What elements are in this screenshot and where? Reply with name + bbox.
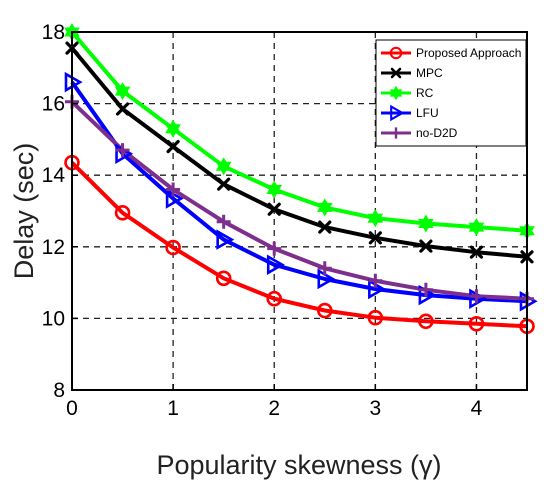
point-rc-7-down [418, 219, 434, 233]
point-mpc-7 [419, 239, 433, 253]
y-tick-label-8: 8 [53, 379, 65, 402]
point-proposed-approach-2 [165, 239, 181, 256]
legend-marker-rc [389, 85, 403, 101]
point-proposed-approach-6 [367, 309, 384, 326]
series-line-proposed-approach [70, 161, 528, 329]
y-tick-label-16: 16 [42, 93, 65, 116]
legend-marker-proposed-approach [389, 46, 403, 60]
point-no-d2d-2 [166, 182, 181, 197]
y-tick-label-12: 12 [42, 236, 65, 259]
plot-frame [71, 31, 528, 391]
point-no-d2d-4 [267, 241, 282, 256]
series-markers-no-d2d [65, 94, 534, 306]
x-tick-label-4: 4 [471, 397, 483, 420]
point-mpc-5 [318, 220, 332, 234]
point-proposed-approach-7 [418, 313, 434, 330]
legend-label-rc: RC [416, 86, 434, 100]
legend-label-no-d2d: no-D2D [416, 126, 458, 140]
point-no-d2d-8 [469, 289, 484, 304]
point-rc-1 [114, 82, 131, 101]
point-mpc-6 [368, 231, 382, 245]
point-rc-2-down [165, 124, 181, 138]
legend-marker-mpc [390, 67, 402, 79]
point-rc-4 [266, 180, 282, 199]
x-tick-label-3: 3 [369, 397, 381, 420]
series-line-mpc [70, 46, 528, 259]
point-no-d2d-7 [418, 282, 433, 297]
x-tick-label-0: 0 [66, 397, 78, 420]
legend-marker-no-d2d [390, 127, 402, 139]
point-mpc-1 [115, 102, 130, 116]
point-proposed-approach-8 [468, 315, 485, 332]
point-proposed-approach-4 [266, 290, 283, 307]
point-no-d2d-6 [368, 273, 383, 288]
point-rc-3 [215, 157, 232, 176]
point-mpc-3 [217, 177, 231, 191]
series-line-lfu [70, 80, 528, 304]
point-rc-5-down [317, 202, 333, 217]
legend-label-lfu: LFU [416, 106, 439, 120]
series-markers-mpc [65, 41, 534, 264]
legend-marker-rc-down [389, 89, 403, 101]
series-markers [64, 23, 538, 335]
point-lfu-3 [216, 229, 235, 250]
point-mpc-2 [166, 139, 180, 154]
y-tick-label-18: 18 [42, 21, 65, 44]
series-lines [70, 30, 528, 329]
y-tick-label-14: 14 [42, 164, 66, 187]
point-rc-2 [165, 119, 181, 138]
point-rc-7 [418, 214, 434, 233]
point-rc-8 [468, 218, 485, 237]
series-line-rc [70, 30, 528, 233]
point-no-d2d-5 [317, 261, 332, 276]
legend-marker-lfu [390, 104, 405, 122]
point-rc-4-down [266, 185, 282, 199]
x-tick-label-2: 2 [268, 397, 280, 420]
point-proposed-approach-1 [114, 204, 131, 221]
point-mpc-8 [469, 245, 484, 259]
point-rc-6-down [367, 213, 384, 228]
point-rc-5 [317, 198, 333, 217]
point-proposed-approach-5 [316, 302, 333, 319]
y-axis-label: Delay (sec) [9, 143, 39, 280]
legend-label-mpc: MPC [416, 66, 443, 80]
point-mpc-4 [267, 202, 281, 216]
legend: Proposed Approach MPC RC LFU no-D2D [375, 39, 527, 147]
y-tick-label-10: 10 [42, 307, 65, 330]
legend-label-proposed-approach: Proposed Approach [416, 46, 521, 60]
point-no-d2d-3 [216, 214, 231, 229]
point-proposed-approach-3 [215, 270, 232, 287]
x-tick-label-1: 1 [167, 397, 179, 420]
series-line-no-d2d [70, 100, 528, 301]
point-rc-6 [367, 209, 384, 228]
point-rc-1-down [114, 86, 131, 101]
x-axis-label: Popularity skewness (γ) [156, 450, 441, 480]
point-no-d2d-1 [115, 143, 130, 158]
point-rc-8-down [468, 222, 485, 237]
point-rc-3-down [215, 161, 232, 176]
point-lfu-4 [266, 254, 285, 275]
